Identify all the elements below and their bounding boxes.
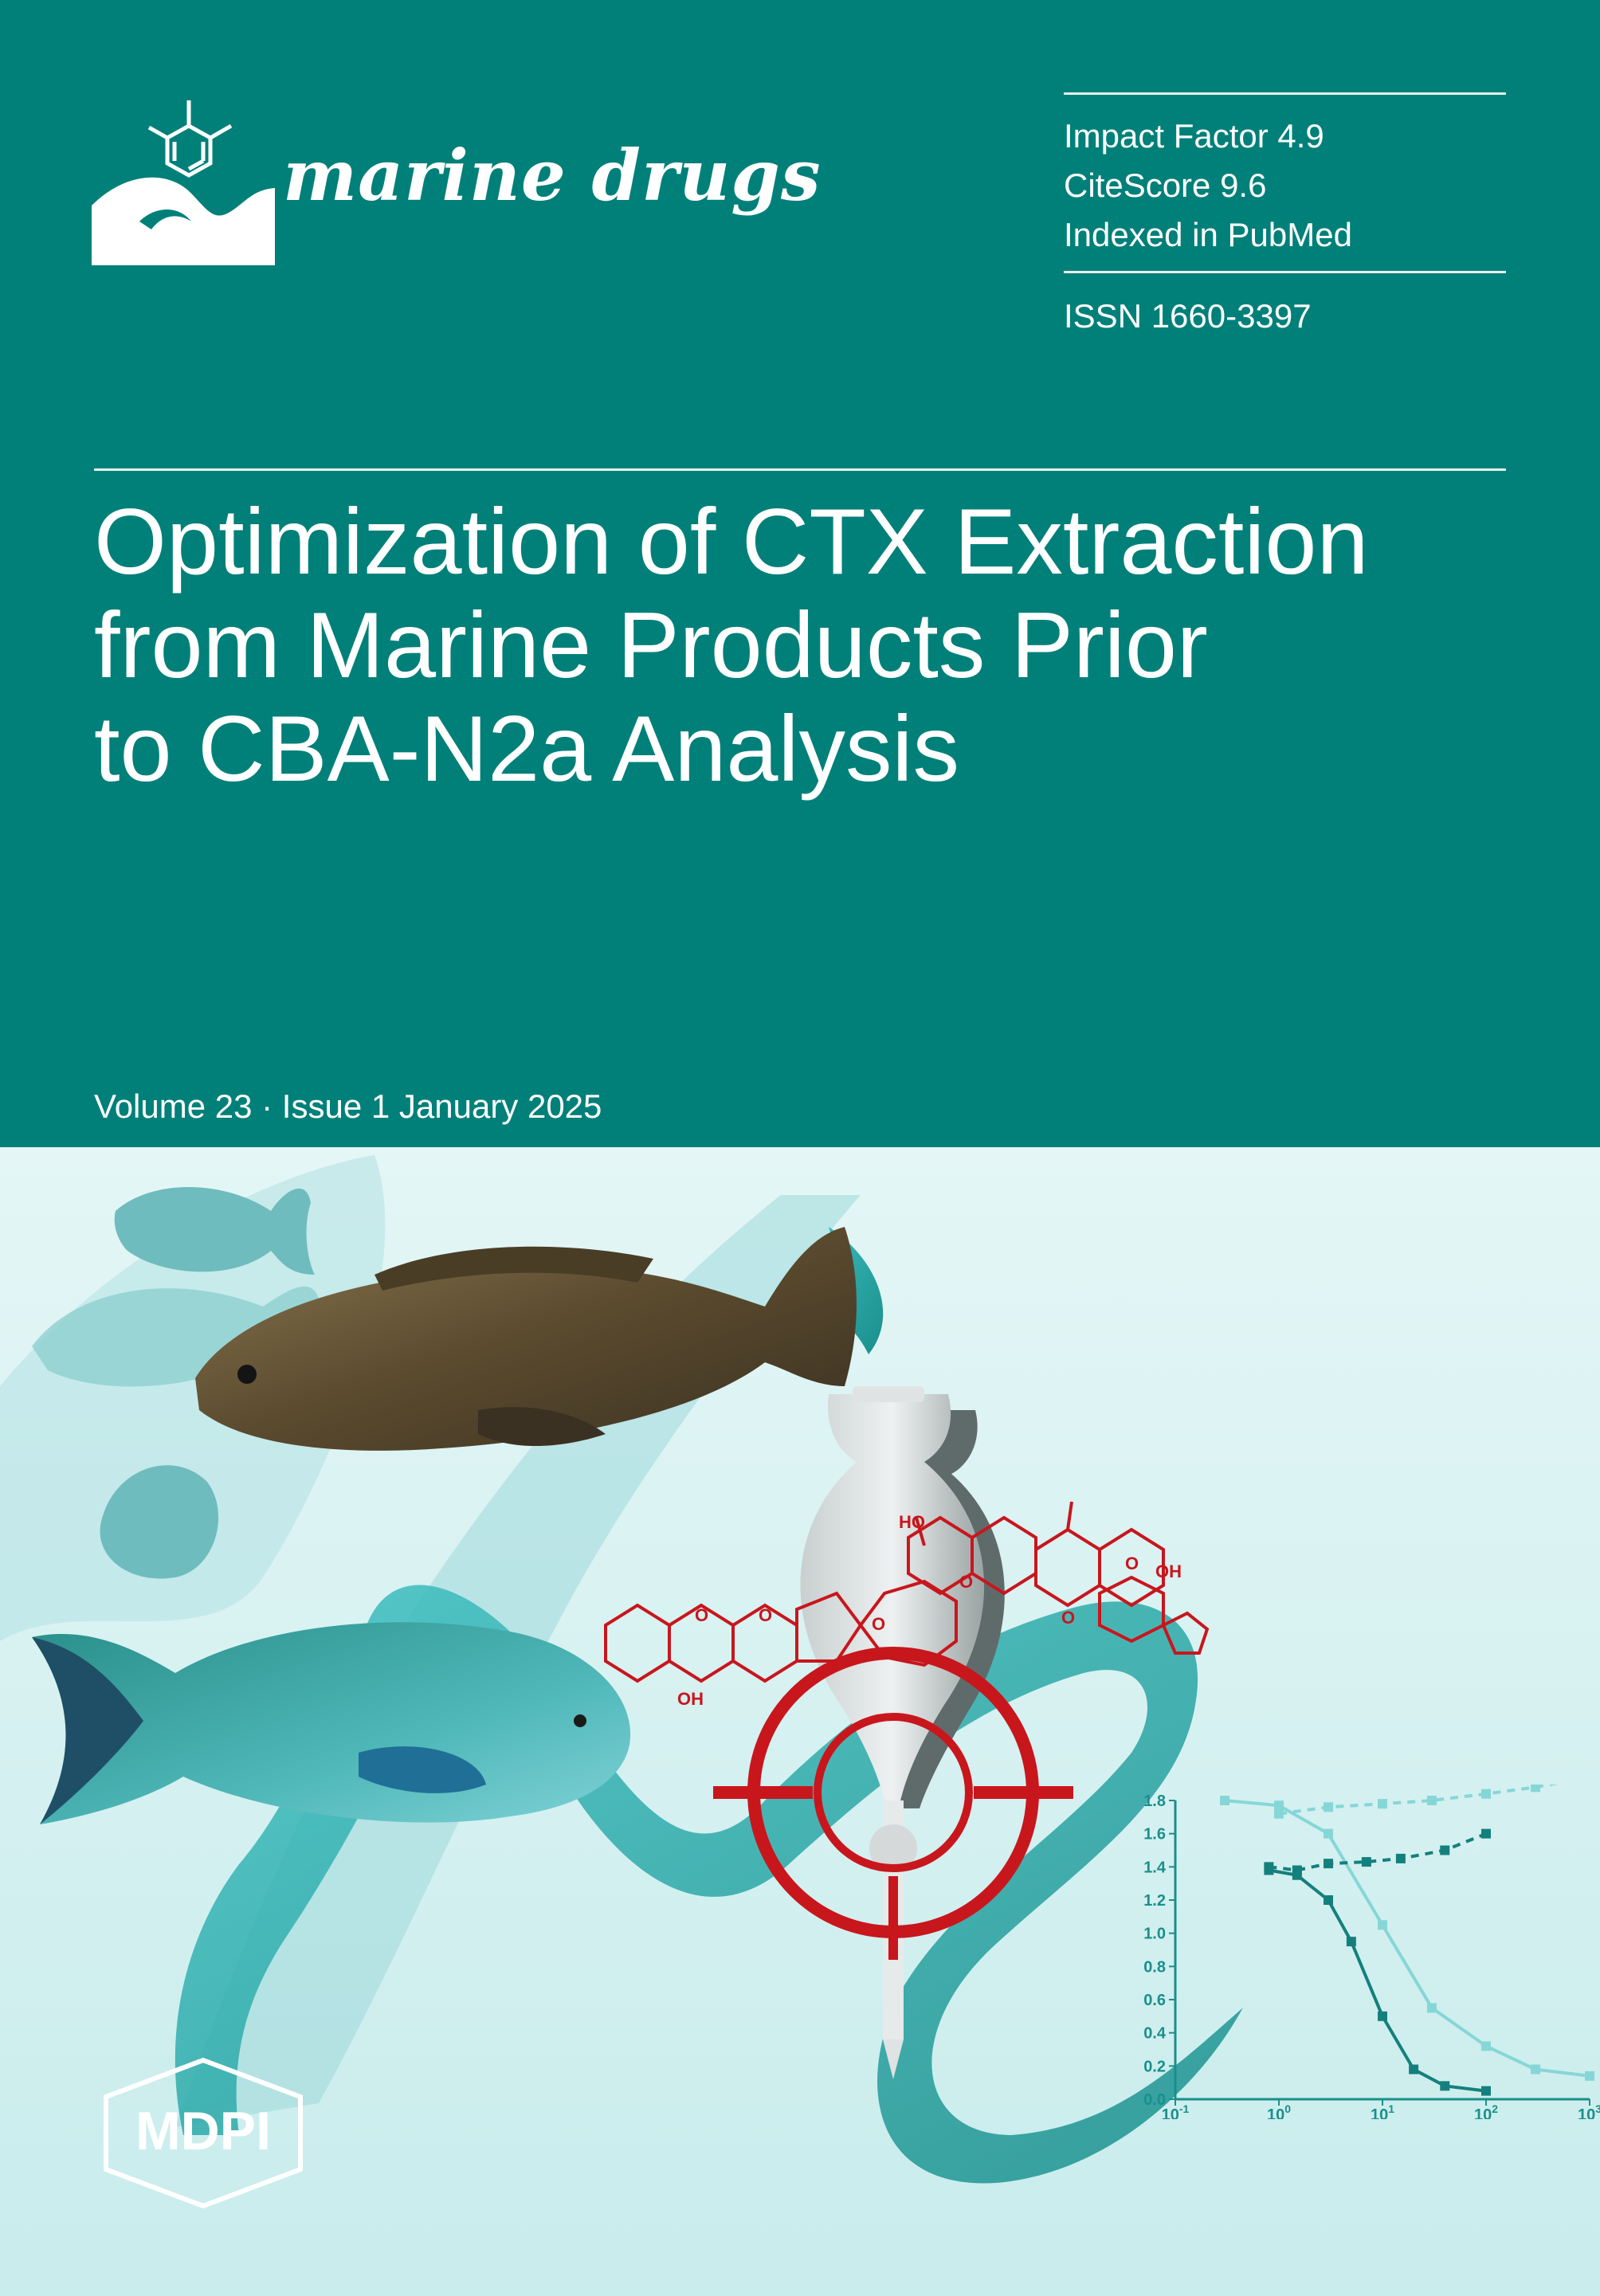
molecule-label: OH	[1155, 1561, 1182, 1581]
cover-header: marine drugs Impact Factor 4.9 CiteScore…	[0, 0, 1600, 1147]
x-tick-label: 102	[1474, 2102, 1498, 2119]
data-point	[1346, 1937, 1356, 1947]
molecule-label: O	[759, 1605, 772, 1625]
teal-swoosh	[175, 1585, 1244, 2184]
title-line: from Marine Products Prior	[94, 593, 1208, 697]
data-point	[1292, 1865, 1302, 1875]
data-point	[1378, 1799, 1387, 1809]
data-point	[1395, 1853, 1406, 1863]
data-point	[1264, 1862, 1274, 1872]
molecule-labels: HO OH OH O O O O O O	[677, 1512, 1182, 1709]
x-tick-label: 10-1	[1162, 2102, 1190, 2119]
journal-name: marine drugs	[283, 134, 822, 217]
dose-response-chart: 0.0 0.2 0.4 0.6 0.8 1.0 1.2 1.4 1.6 1.8 10-1 100 101…	[1143, 1785, 1600, 2119]
data-point	[1427, 1796, 1437, 1805]
molecule-label: O	[872, 1614, 885, 1634]
series-line	[1224, 1799, 1590, 2078]
y-tick-label: 1.2	[1143, 1892, 1166, 1910]
x-tick-label: 101	[1371, 2102, 1394, 2119]
x-tick-label: 100	[1267, 2102, 1291, 2119]
cover-artwork: HO OH OH O O O O O O	[0, 1147, 1600, 2296]
grouper-fish	[195, 1227, 857, 1451]
x-tick-label: 103	[1578, 2102, 1600, 2119]
indexed-in: Indexed in PubMed	[1064, 216, 1352, 253]
molecule-wave-logo-icon	[92, 100, 275, 265]
molecule-label: O	[1061, 1608, 1075, 1628]
shell-silhouette	[100, 1465, 219, 1579]
divider	[94, 468, 1506, 471]
data-point	[1274, 1800, 1284, 1811]
y-tick-label: 1.6	[1143, 1826, 1166, 1843]
y-tick-label: 0.6	[1143, 1992, 1166, 2009]
separatory-funnel	[800, 1386, 1005, 2079]
divider	[1064, 92, 1506, 95]
data-point	[1427, 2003, 1437, 2013]
background-wave	[0, 1155, 386, 1641]
mdpi-hexagon-icon: MDPI	[104, 2057, 303, 2209]
molecule-label: HO	[899, 1512, 925, 1532]
y-tick-label: 0.2	[1143, 2058, 1166, 2075]
issue-info: Volume 23 · Issue 1 January 2025	[94, 1087, 602, 1125]
molecule-label: O	[695, 1605, 708, 1625]
title-line: Optimization of CTX Extraction	[94, 489, 1369, 594]
molecule-label: O	[959, 1572, 973, 1592]
divider	[1064, 271, 1506, 273]
data-point	[1531, 1785, 1541, 1793]
mdpi-logo: MDPI	[92, 2055, 315, 2211]
ciguatoxin-molecule	[604, 1501, 1210, 1683]
data-point	[1378, 2011, 1387, 2021]
data-point	[1324, 1828, 1334, 1839]
impact-factor: Impact Factor 4.9	[1064, 117, 1324, 155]
molecule-label: O	[1125, 1554, 1139, 1573]
molecule-label: OH	[677, 1689, 704, 1709]
series-line	[1269, 1832, 1487, 1872]
issn: ISSN 1660-3397	[1064, 297, 1312, 335]
data-point	[1274, 1808, 1284, 1819]
data-point	[1481, 2041, 1491, 2051]
data-point	[1378, 1920, 1387, 1930]
data-point	[1481, 1828, 1491, 1839]
data-point	[1440, 2081, 1450, 2091]
data-point	[1585, 2071, 1594, 2081]
data-point	[1324, 1895, 1334, 1905]
title-line: to CBA-N2a Analysis	[94, 696, 959, 801]
parrotfish	[32, 1622, 631, 1824]
data-point	[1220, 1796, 1230, 1805]
data-point	[1324, 1802, 1334, 1812]
citescore: CiteScore 9.6	[1064, 167, 1267, 204]
data-point	[1481, 1789, 1491, 1799]
y-tick-label: 0.8	[1143, 1958, 1166, 1976]
publisher-name: MDPI	[135, 2101, 271, 2161]
data-point	[1440, 1845, 1450, 1855]
data-point	[1409, 2064, 1419, 2075]
y-tick-label: 1.4	[1143, 1859, 1167, 1876]
data-point	[1481, 2086, 1491, 2096]
article-title: Optimization of CTX Extraction from Mari…	[94, 490, 1528, 801]
y-tick-label: 1.0	[1143, 1926, 1166, 1943]
y-tick-label: 0.0	[1143, 2091, 1166, 2109]
y-tick-label: 1.8	[1143, 1793, 1166, 1810]
data-point	[1531, 2064, 1541, 2075]
data-point	[1361, 1857, 1371, 1867]
fish-silhouette	[114, 1187, 315, 1275]
data-point	[1324, 1859, 1334, 1869]
target-crosshair	[713, 1647, 1073, 1960]
y-tick-label: 0.4	[1143, 2025, 1167, 2043]
series-line	[1269, 1868, 1487, 2093]
